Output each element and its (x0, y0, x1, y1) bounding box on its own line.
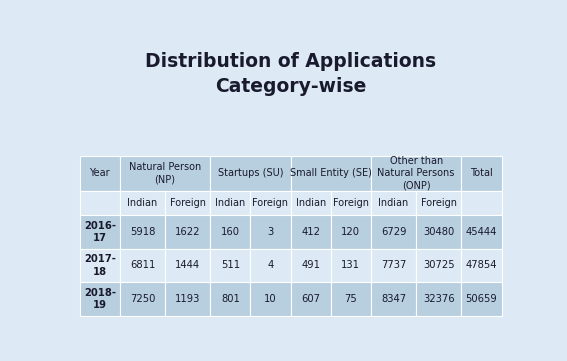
Bar (165, 282, 210, 316)
Bar (371, 282, 416, 316)
Bar (79, 156, 120, 191)
Text: Indian: Indian (378, 198, 409, 208)
Text: 511: 511 (221, 260, 240, 270)
Text: Indian: Indian (215, 198, 246, 208)
Bar (210, 282, 251, 316)
Bar (79, 249, 120, 282)
Bar (165, 215, 210, 249)
Text: 75: 75 (345, 294, 357, 304)
Text: 2018-
19: 2018- 19 (84, 288, 116, 310)
Bar (331, 282, 371, 316)
Text: 45444: 45444 (466, 227, 497, 237)
Bar (79, 215, 120, 249)
Bar (416, 191, 462, 215)
Text: 801: 801 (221, 294, 240, 304)
Bar (416, 215, 462, 249)
Bar (371, 215, 416, 249)
Bar (251, 191, 290, 215)
Text: 4: 4 (268, 260, 274, 270)
Text: Total: Total (470, 169, 493, 178)
Text: Distribution of Applications
Category-wise: Distribution of Applications Category-wi… (145, 52, 436, 96)
Text: 30725: 30725 (423, 260, 455, 270)
Bar (120, 156, 210, 191)
Bar (331, 249, 371, 282)
Text: Startups (SU): Startups (SU) (218, 169, 283, 178)
Bar (371, 156, 462, 191)
Bar (290, 156, 371, 191)
Text: 491: 491 (301, 260, 320, 270)
Bar (210, 249, 251, 282)
Text: Natural Person
(NP): Natural Person (NP) (129, 162, 201, 185)
Bar (462, 249, 501, 282)
Text: 50659: 50659 (466, 294, 497, 304)
Text: 2017-
18: 2017- 18 (84, 254, 116, 277)
Bar (210, 215, 251, 249)
Bar (120, 215, 165, 249)
Bar (251, 249, 290, 282)
Text: 607: 607 (301, 294, 320, 304)
Text: Foreign: Foreign (421, 198, 457, 208)
Bar (290, 191, 331, 215)
Bar (120, 282, 165, 316)
Bar (371, 249, 416, 282)
Text: 1193: 1193 (175, 294, 200, 304)
Text: Foreign: Foreign (333, 198, 369, 208)
Text: 2016-
17: 2016- 17 (84, 221, 116, 243)
Bar (290, 215, 331, 249)
Bar (462, 215, 501, 249)
Text: Other than
Natural Persons
(ONP): Other than Natural Persons (ONP) (378, 156, 455, 191)
Bar (462, 282, 501, 316)
Bar (331, 191, 371, 215)
Bar (251, 282, 290, 316)
Bar (371, 191, 416, 215)
Bar (331, 215, 371, 249)
Bar (210, 156, 290, 191)
Bar (290, 282, 331, 316)
Text: Foreign: Foreign (170, 198, 206, 208)
Text: 7250: 7250 (130, 294, 155, 304)
Text: Indian: Indian (295, 198, 326, 208)
Bar (462, 156, 501, 191)
Bar (251, 215, 290, 249)
Text: Small Entity (SE): Small Entity (SE) (290, 169, 372, 178)
Bar (79, 191, 120, 215)
Text: 7737: 7737 (381, 260, 406, 270)
Bar (165, 191, 210, 215)
Bar (416, 249, 462, 282)
Text: 1622: 1622 (175, 227, 200, 237)
Text: 5918: 5918 (130, 227, 155, 237)
Text: 412: 412 (301, 227, 320, 237)
Bar (462, 191, 501, 215)
Bar (290, 249, 331, 282)
Text: 47854: 47854 (466, 260, 497, 270)
Bar (120, 249, 165, 282)
Bar (416, 282, 462, 316)
Text: Foreign: Foreign (252, 198, 289, 208)
Bar (165, 249, 210, 282)
Text: 30480: 30480 (423, 227, 454, 237)
Text: 6729: 6729 (381, 227, 407, 237)
Bar (210, 191, 251, 215)
Text: 8347: 8347 (381, 294, 406, 304)
Text: 3: 3 (268, 227, 274, 237)
Text: 160: 160 (221, 227, 240, 237)
Text: Indian: Indian (128, 198, 158, 208)
Text: 6811: 6811 (130, 260, 155, 270)
Bar (120, 191, 165, 215)
Text: 131: 131 (341, 260, 361, 270)
Text: 10: 10 (264, 294, 277, 304)
Text: 32376: 32376 (423, 294, 455, 304)
Text: Year: Year (90, 169, 110, 178)
Text: 120: 120 (341, 227, 361, 237)
Text: 1444: 1444 (175, 260, 200, 270)
Bar (79, 282, 120, 316)
